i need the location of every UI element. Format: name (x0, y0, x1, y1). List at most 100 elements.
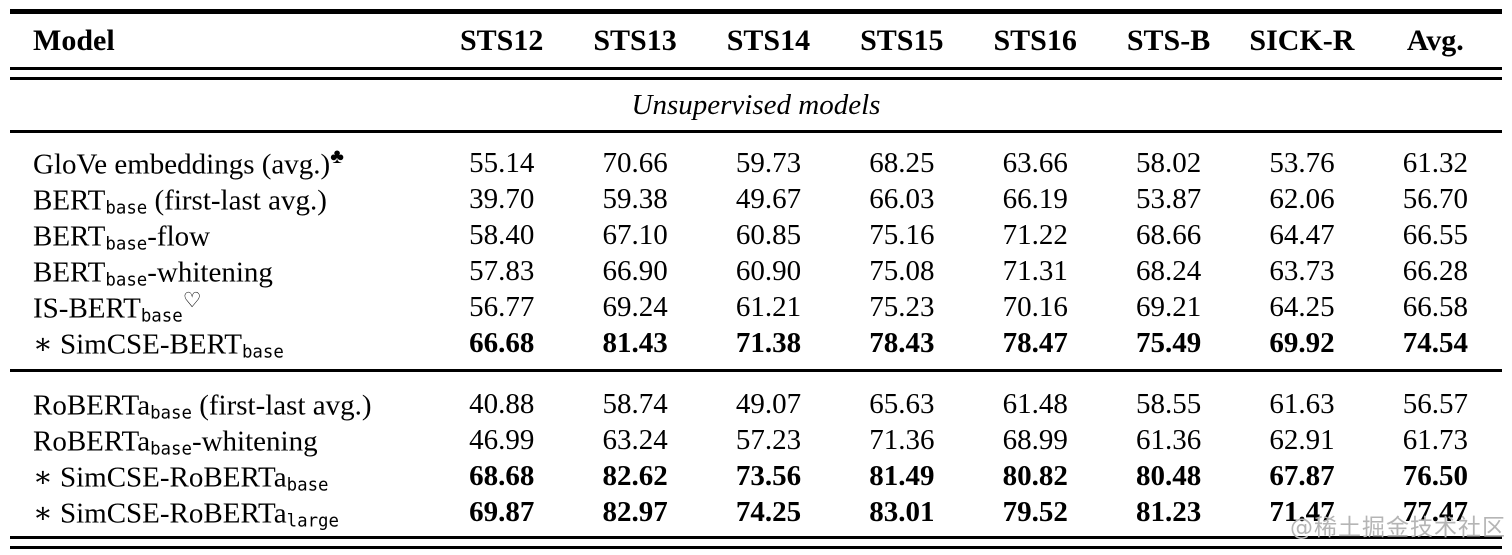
column-header-sts16: STS16 (993, 23, 1077, 57)
score-cell: 61.32 (1402, 146, 1468, 179)
model-name-cell: ∗ SimCSE-BERTbase (10, 324, 435, 362)
model-size-subscript: base (140, 306, 183, 327)
column-header-sts14: STS14 (726, 23, 811, 57)
score-cell: 39.70 (469, 182, 535, 215)
score-cell: 78.43 (869, 326, 935, 359)
score-cell: 53.76 (1269, 146, 1335, 179)
score-cell: 71.47 (1269, 495, 1335, 528)
model-name: BERT (33, 220, 106, 253)
model-name-cell: ∗ SimCSE-RoBERTabase (10, 457, 435, 495)
model-suffix: (first-last avg.) (191, 389, 372, 422)
score-cell: 81.49 (869, 459, 935, 492)
score-cell: 69.24 (602, 290, 668, 323)
model-name-cell: ∗ SimCSE-RoBERTalarge (10, 493, 435, 531)
table-row: BERTbase-flow 58.40 67.10 60.85 75.16 71… (10, 217, 1502, 255)
score-cell: 58.55 (1135, 387, 1202, 420)
bottom-double-rule (10, 536, 1502, 549)
score-cell: 66.19 (1002, 182, 1068, 215)
score-cell: 71.38 (735, 326, 802, 359)
model-name-cell: BERTbase (first-last avg.) (10, 180, 435, 218)
score-cell: 63.73 (1269, 254, 1335, 287)
results-table: Model STS12 STS13 STS14 STS15 STS16 STS-… (10, 0, 1502, 549)
model-name-cell: RoBERTabase-whitening (10, 421, 435, 459)
roberta-models-group: RoBERTabase (first-last avg.) 40.88 58.7… (10, 372, 1502, 536)
model-size-subscript: base (105, 198, 148, 219)
score-cell: 69.21 (1135, 290, 1202, 323)
bert-models-group: GloVe embeddings (avg.)♣ 55.14 70.66 59.… (10, 133, 1502, 369)
table-header-row: Model STS12 STS13 STS14 STS15 STS16 STS-… (10, 14, 1502, 67)
asterisk-marker: ∗ (33, 497, 60, 530)
score-cell: 81.23 (1135, 495, 1202, 528)
score-cell: 70.66 (602, 146, 668, 179)
column-header-model: Model (33, 23, 115, 57)
model-size-subscript: base (150, 439, 192, 460)
asterisk-marker: ∗ (33, 461, 60, 494)
column-header-sts13: STS13 (593, 23, 677, 57)
model-size-subscript: large (286, 511, 339, 532)
score-cell: 67.87 (1269, 459, 1335, 492)
model-name: RoBERTa (33, 389, 151, 422)
score-cell: 75.16 (869, 218, 935, 251)
score-cell: 58.40 (469, 218, 535, 251)
score-cell: 69.87 (469, 495, 535, 528)
table-row: RoBERTabase (first-last avg.) 40.88 58.7… (10, 386, 1502, 424)
score-cell: 71.22 (1002, 218, 1068, 251)
score-cell: 61.63 (1269, 387, 1335, 420)
score-cell: 56.70 (1402, 182, 1468, 215)
score-cell: 73.56 (735, 459, 802, 492)
section-title: Unsupervised models (631, 88, 881, 121)
model-name: SimCSE-BERT (59, 328, 242, 361)
model-size-subscript: base (105, 234, 148, 255)
model-name: BERT (33, 256, 106, 289)
score-cell: 68.25 (869, 146, 935, 179)
column-header-stsb: STS-B (1126, 23, 1211, 57)
group-separator-rule (10, 369, 1502, 372)
score-cell: 66.68 (469, 326, 535, 359)
model-name: SimCSE-RoBERTa (59, 497, 287, 530)
table-row: BERTbase-whitening 57.83 66.90 60.90 75.… (10, 252, 1502, 291)
score-cell: 61.36 (1135, 423, 1202, 456)
score-cell: 60.90 (735, 254, 802, 287)
score-cell: 59.73 (735, 146, 802, 179)
score-cell: 66.90 (602, 254, 668, 287)
score-cell: 65.63 (869, 387, 935, 420)
score-cell: 64.47 (1269, 218, 1335, 251)
score-cell: 70.16 (1002, 290, 1068, 323)
score-cell: 71.36 (869, 423, 935, 456)
column-header-sts15: STS15 (860, 23, 944, 57)
score-cell: 76.50 (1402, 459, 1468, 492)
score-cell: 57.23 (735, 423, 802, 456)
score-cell: 80.82 (1002, 459, 1068, 492)
column-header-avg: Avg. (1406, 23, 1464, 57)
score-cell: 75.08 (869, 254, 935, 287)
model-name: SimCSE-RoBERTa (59, 461, 287, 494)
score-cell: 68.99 (1002, 423, 1068, 456)
table-row: RoBERTabase-whitening 46.99 63.24 57.23 … (10, 421, 1502, 460)
table-row: ∗ SimCSE-RoBERTabase 68.68 82.62 73.56 8… (10, 457, 1502, 496)
table-row: BERTbase (first-last avg.) 39.70 59.38 4… (10, 180, 1502, 219)
model-suffix: (first-last avg.) (147, 184, 327, 217)
score-cell: 58.02 (1135, 146, 1202, 179)
score-cell: 61.48 (1002, 387, 1068, 420)
score-cell: 68.66 (1135, 218, 1202, 251)
score-cell: 55.14 (469, 146, 535, 179)
model-suffix: -whitening (191, 425, 318, 458)
score-cell: 80.48 (1135, 459, 1202, 492)
score-cell: 66.55 (1402, 218, 1468, 251)
score-cell: 68.24 (1135, 254, 1202, 287)
score-cell: 62.91 (1269, 423, 1335, 456)
table-row: GloVe embeddings (avg.)♣ 55.14 70.66 59.… (10, 144, 1502, 182)
table-row: IS-BERTbase♡ 56.77 69.24 61.21 75.23 70.… (10, 288, 1502, 327)
table-row: ∗ SimCSE-RoBERTalarge 69.87 82.97 74.25 … (10, 493, 1502, 532)
model-size-subscript: base (241, 342, 284, 363)
model-size-subscript: base (105, 270, 148, 291)
score-cell: 58.74 (602, 387, 668, 420)
model-name: RoBERTa (33, 425, 151, 458)
score-cell: 62.06 (1269, 182, 1335, 215)
model-name-cell: GloVe embeddings (avg.)♣ (10, 144, 435, 182)
model-name: GloVe embeddings (avg.) (33, 148, 331, 181)
score-cell: 67.10 (602, 218, 668, 251)
score-cell: 56.77 (469, 290, 535, 323)
model-name-cell: BERTbase-whitening (10, 252, 435, 290)
score-cell: 57.83 (469, 254, 535, 287)
